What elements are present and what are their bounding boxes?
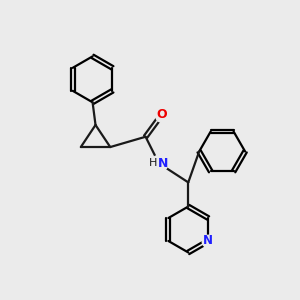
Text: N: N [203,235,213,248]
Text: H: H [149,158,158,168]
Text: O: O [157,108,167,121]
Text: N: N [158,157,168,170]
